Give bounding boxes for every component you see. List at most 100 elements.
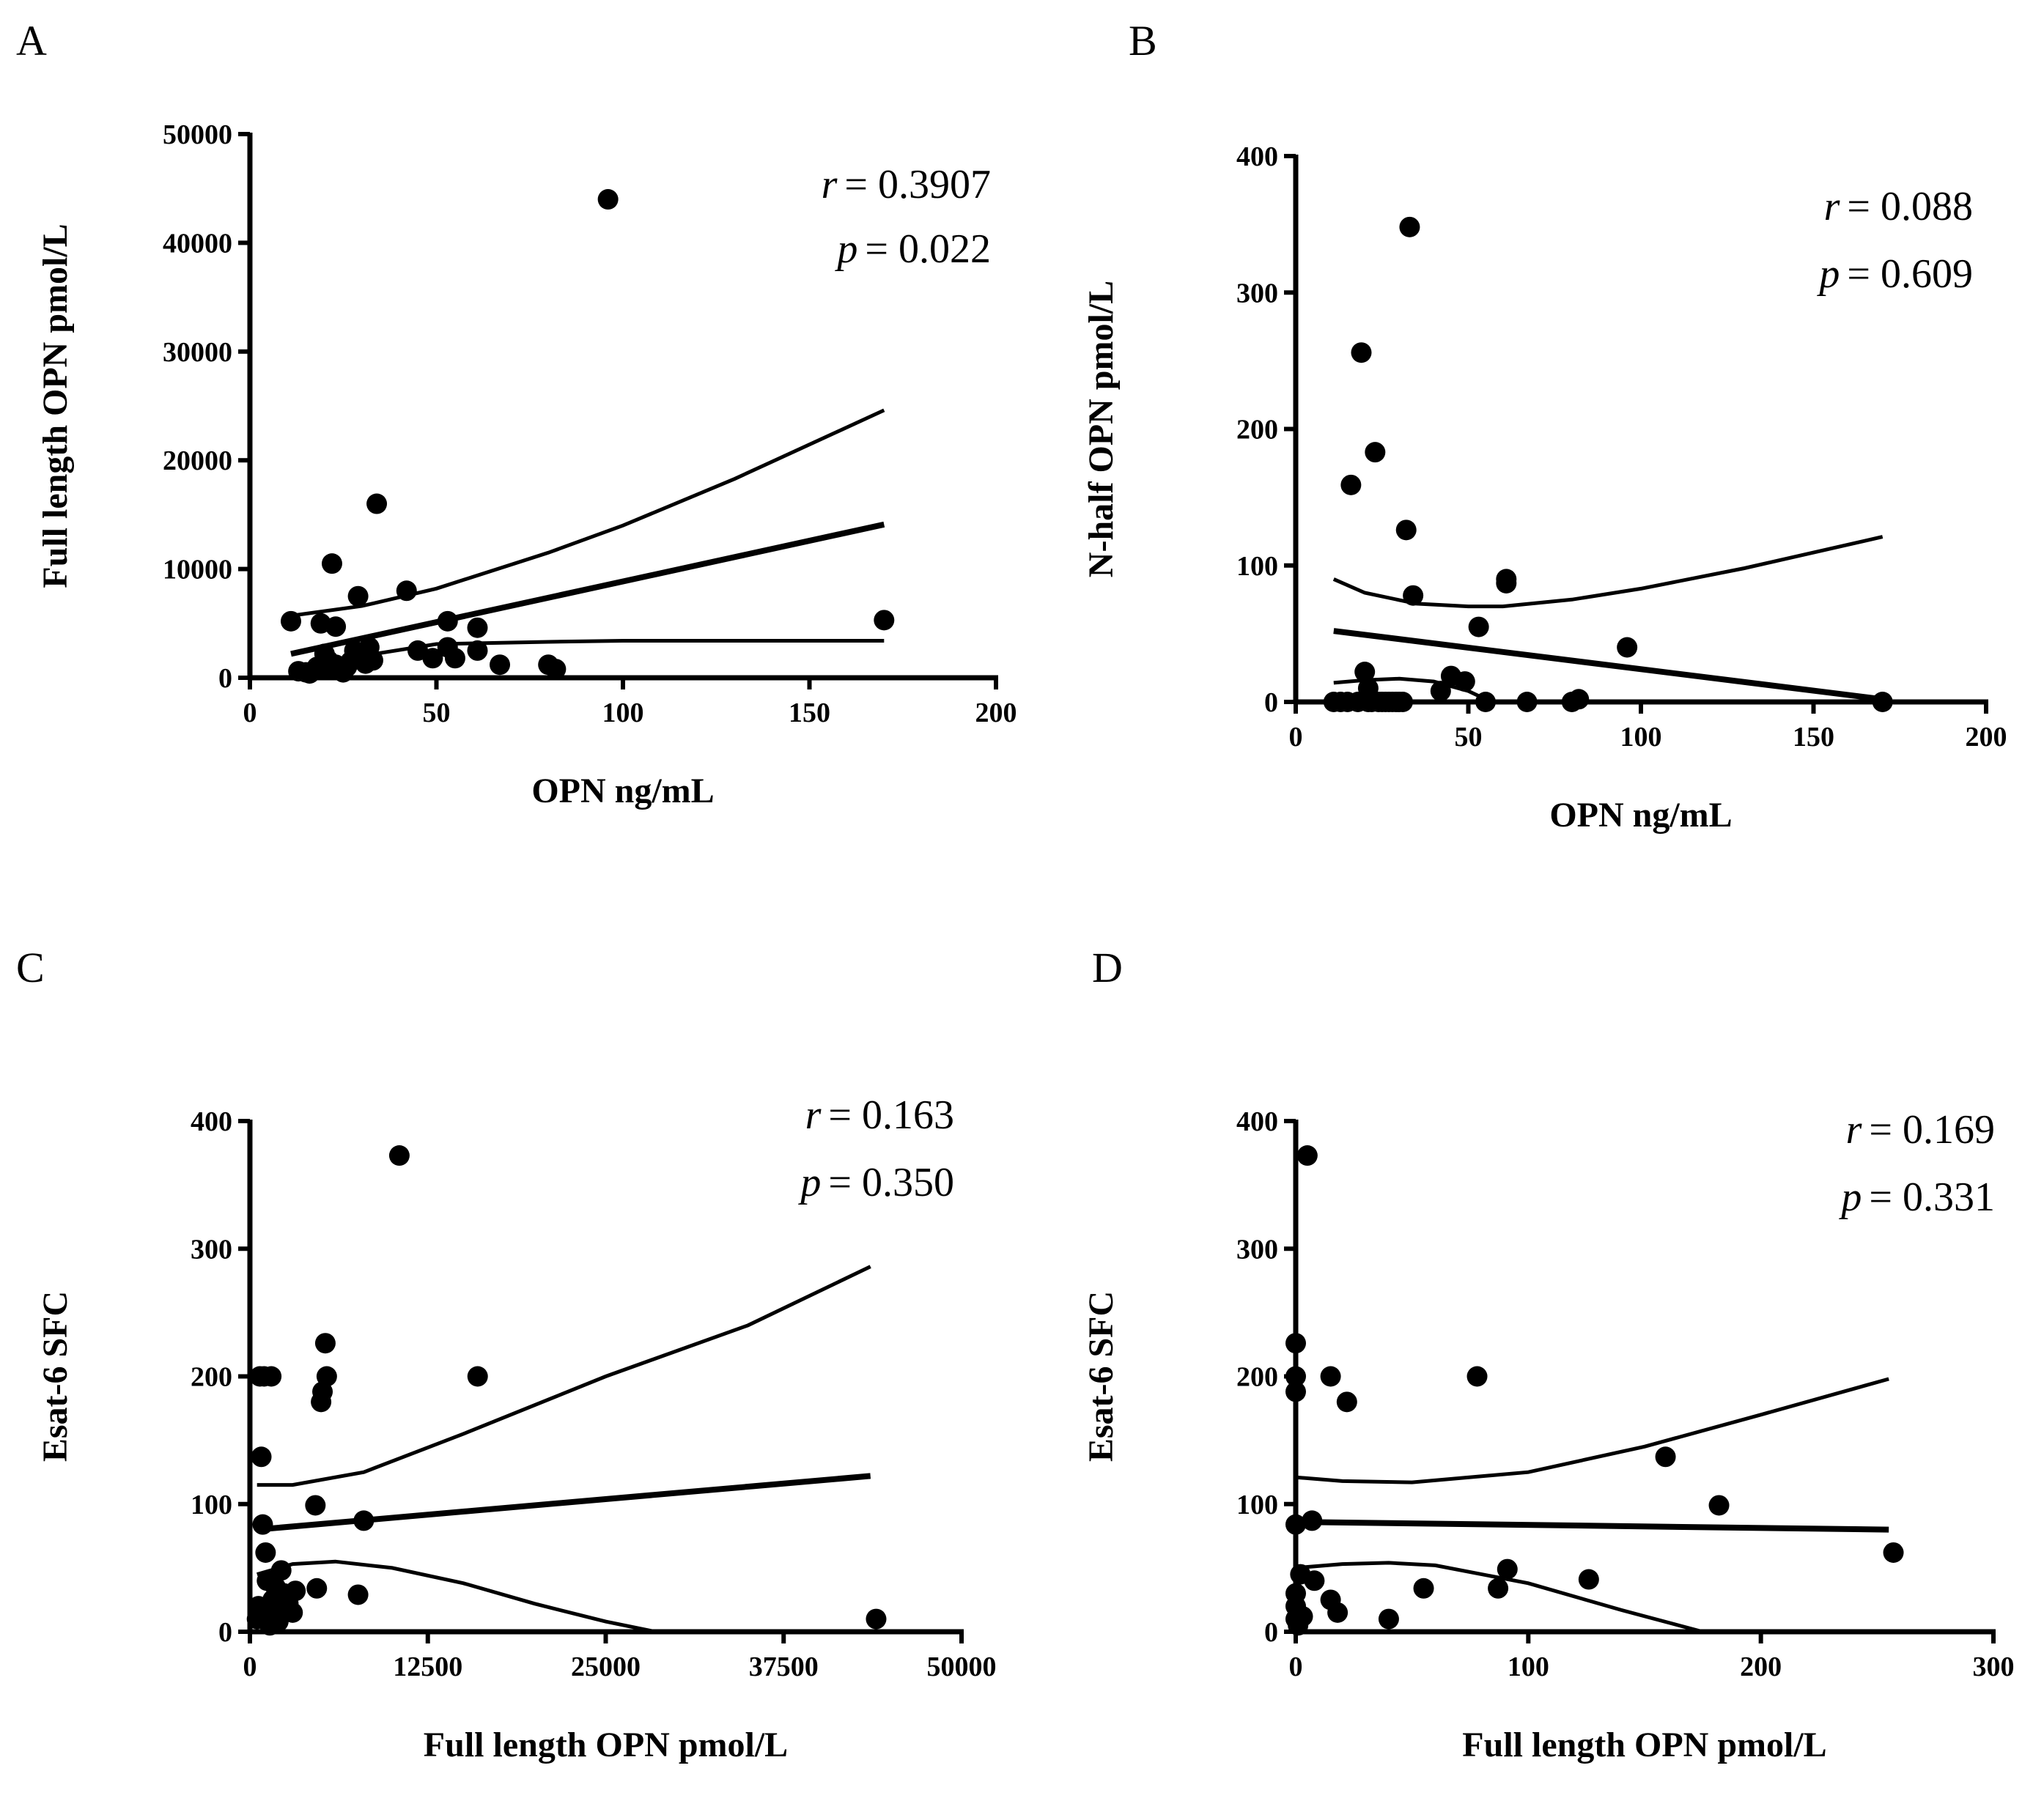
data-point	[282, 1602, 303, 1623]
data-point	[1285, 1333, 1306, 1354]
x-tick-label: 0	[243, 698, 257, 728]
p-value: = 0.022	[865, 226, 991, 272]
p-value: = 0.331	[1869, 1175, 1995, 1220]
ci-upper-line	[257, 1265, 871, 1487]
y-tick-label: 20000	[163, 445, 232, 476]
y-axis-title: Esat-6 SFC	[1082, 1291, 1121, 1462]
y-tick-label: 200	[1236, 1362, 1278, 1393]
y-tick-label: 300	[1236, 1234, 1278, 1265]
data-point	[1708, 1495, 1730, 1516]
x-tick-label: 150	[1793, 722, 1834, 752]
data-point	[305, 1495, 326, 1516]
y-axis-title: Esat-6 SFC	[36, 1291, 75, 1462]
data-point	[1883, 1542, 1904, 1563]
data-point	[1430, 681, 1451, 702]
y-tick-label: 400	[191, 1106, 232, 1137]
p-symbol: p	[1838, 1175, 1862, 1220]
p-statistic: p = 0.609	[1816, 251, 1973, 297]
data-point	[1340, 474, 1362, 495]
data-point	[1327, 1602, 1348, 1623]
data-point	[437, 610, 458, 632]
r-symbol: r	[1824, 184, 1840, 229]
data-point	[353, 1510, 375, 1531]
data-point	[1336, 1391, 1357, 1413]
data-point	[1302, 1510, 1323, 1531]
panel-d: D 0 100 200 300 400 0 100 200 300 Full length OPN …	[1082, 944, 2015, 1764]
data-point	[347, 1584, 369, 1605]
r-statistic: r = 0.3907	[822, 162, 991, 207]
r-symbol: r	[822, 162, 838, 207]
panel-c: C 0 100 200 300 400 0 12500 25000 37500 50000 Full …	[16, 944, 997, 1764]
p-value: = 0.350	[828, 1160, 954, 1205]
x-axis-title: OPN ng/mL	[531, 772, 714, 810]
p-value: = 0.609	[1847, 251, 1973, 297]
ci-upper-line	[1296, 1377, 1889, 1484]
data-point	[261, 1366, 282, 1387]
p-statistic: p = 0.022	[834, 226, 991, 272]
data-point	[252, 1514, 273, 1535]
data-point	[280, 610, 301, 632]
ci-upper-line	[1332, 535, 1883, 609]
data-point	[1285, 1381, 1306, 1402]
regression-line	[1333, 628, 1883, 702]
r-value: = 0.163	[828, 1092, 954, 1138]
data-point	[1395, 519, 1417, 541]
data-point	[1378, 1608, 1399, 1630]
data-point	[1403, 585, 1424, 606]
data-point	[1454, 671, 1475, 692]
data-point	[866, 1608, 887, 1630]
data-point	[1285, 1514, 1306, 1535]
y-tick-label: 50000	[163, 119, 232, 150]
data-point	[1568, 689, 1590, 710]
regression-line	[290, 521, 885, 657]
x-tick-label: 50000	[927, 1652, 997, 1682]
data-point	[362, 650, 383, 671]
p-symbol: p	[1816, 251, 1840, 297]
y-axis-title: Full length OPN pmol/L	[36, 223, 75, 588]
x-tick-label: 300	[1973, 1652, 2015, 1682]
data-point	[1292, 1606, 1313, 1627]
data-point	[316, 1366, 337, 1387]
data-point	[444, 648, 465, 669]
x-tick-label: 50	[1455, 722, 1483, 752]
data-point	[1304, 1570, 1325, 1591]
x-tick-label: 100	[1620, 722, 1662, 752]
panel-a: A 0 10000 20000 30000 40000 50000 0 50 100 150 200 O…	[16, 17, 1017, 810]
data-point	[1296, 1145, 1318, 1166]
data-point	[366, 493, 388, 514]
data-point	[1466, 1366, 1488, 1387]
y-tick-label: 0	[218, 663, 232, 694]
x-tick-label: 100	[602, 698, 644, 728]
y-tick-label: 10000	[163, 555, 232, 585]
data-point	[1468, 616, 1489, 637]
p-symbol: p	[797, 1160, 821, 1205]
y-tick-label: 30000	[163, 337, 232, 368]
y-tick-label: 100	[1236, 1490, 1278, 1520]
data-point	[1497, 1558, 1518, 1580]
data-point	[422, 648, 443, 669]
r-statistic: r = 0.163	[805, 1092, 954, 1138]
data-point	[545, 659, 567, 680]
p-symbol: p	[834, 226, 857, 272]
y-tick-label: 300	[1236, 278, 1278, 308]
ci-upper-line	[290, 408, 885, 618]
data-point	[306, 1578, 328, 1599]
x-tick-label: 37500	[749, 1652, 819, 1682]
p-statistic: p = 0.331	[1838, 1175, 1995, 1220]
r-symbol: r	[805, 1092, 822, 1138]
data-point	[1320, 1366, 1341, 1387]
data-point	[490, 654, 511, 676]
data-point	[1516, 692, 1538, 712]
data-point	[1872, 692, 1893, 712]
x-tick-label: 0	[1289, 722, 1303, 752]
data-point	[1488, 1578, 1509, 1599]
y-tick-label: 0	[1264, 1617, 1278, 1648]
x-tick-label: 150	[789, 698, 830, 728]
x-tick-label: 25000	[571, 1652, 641, 1682]
data-point	[1392, 692, 1414, 712]
x-tick-label: 12500	[393, 1652, 462, 1682]
data-point	[347, 585, 369, 607]
r-statistic: r = 0.088	[1824, 184, 1973, 229]
r-value: = 0.169	[1869, 1107, 1995, 1153]
y-tick-label: 300	[191, 1234, 232, 1265]
